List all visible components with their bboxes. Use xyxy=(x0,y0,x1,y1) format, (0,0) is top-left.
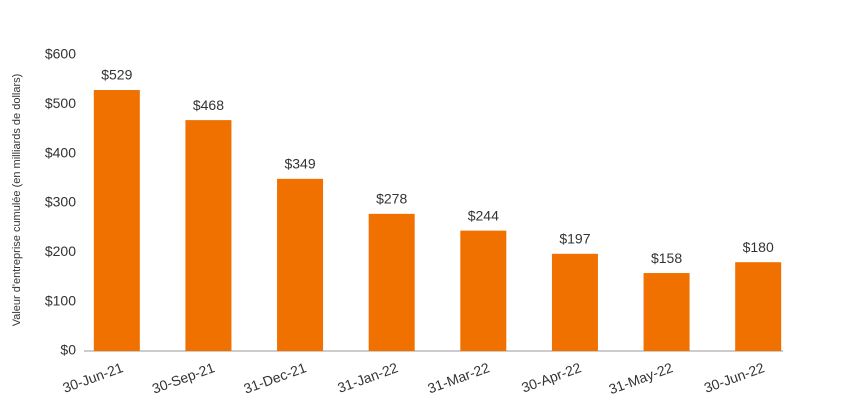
bar xyxy=(551,253,598,351)
x-tick-label: 30-Jun-21 xyxy=(60,359,125,396)
value-label: $158 xyxy=(651,250,682,266)
x-tick-label: 31-Jan-22 xyxy=(335,359,400,396)
x-tick-label: 31-Dec-21 xyxy=(241,359,308,396)
bar xyxy=(93,90,140,351)
y-tick-label: $500 xyxy=(45,95,76,111)
bar xyxy=(368,213,415,351)
y-axis-title: Valeur d'entreprise cumulée (en milliard… xyxy=(11,74,23,327)
value-label: $278 xyxy=(376,191,407,207)
bar xyxy=(277,178,324,351)
value-label: $244 xyxy=(468,207,499,223)
y-tick-label: $600 xyxy=(45,46,76,62)
value-label: $468 xyxy=(193,97,224,113)
value-label: $349 xyxy=(284,156,315,172)
y-tick-label: $400 xyxy=(45,144,76,160)
bar xyxy=(735,262,782,351)
x-tick-label: 30-Apr-22 xyxy=(519,359,583,395)
x-tick-label: 30-Jun-22 xyxy=(702,359,767,396)
y-tick-label: $0 xyxy=(60,342,76,358)
bar xyxy=(460,230,507,351)
x-tick-label: 31-Mar-22 xyxy=(425,359,491,396)
y-tick-label: $100 xyxy=(45,292,76,308)
y-tick-label: $200 xyxy=(45,243,76,259)
x-tick-label: 31-May-22 xyxy=(606,359,675,397)
bar xyxy=(185,120,232,352)
x-tick-label: 30-Sep-21 xyxy=(150,359,217,396)
bar xyxy=(643,273,690,351)
value-label: $529 xyxy=(101,67,132,83)
value-label: $197 xyxy=(559,231,590,247)
y-tick-label: $300 xyxy=(45,194,76,210)
value-label: $180 xyxy=(743,239,774,255)
